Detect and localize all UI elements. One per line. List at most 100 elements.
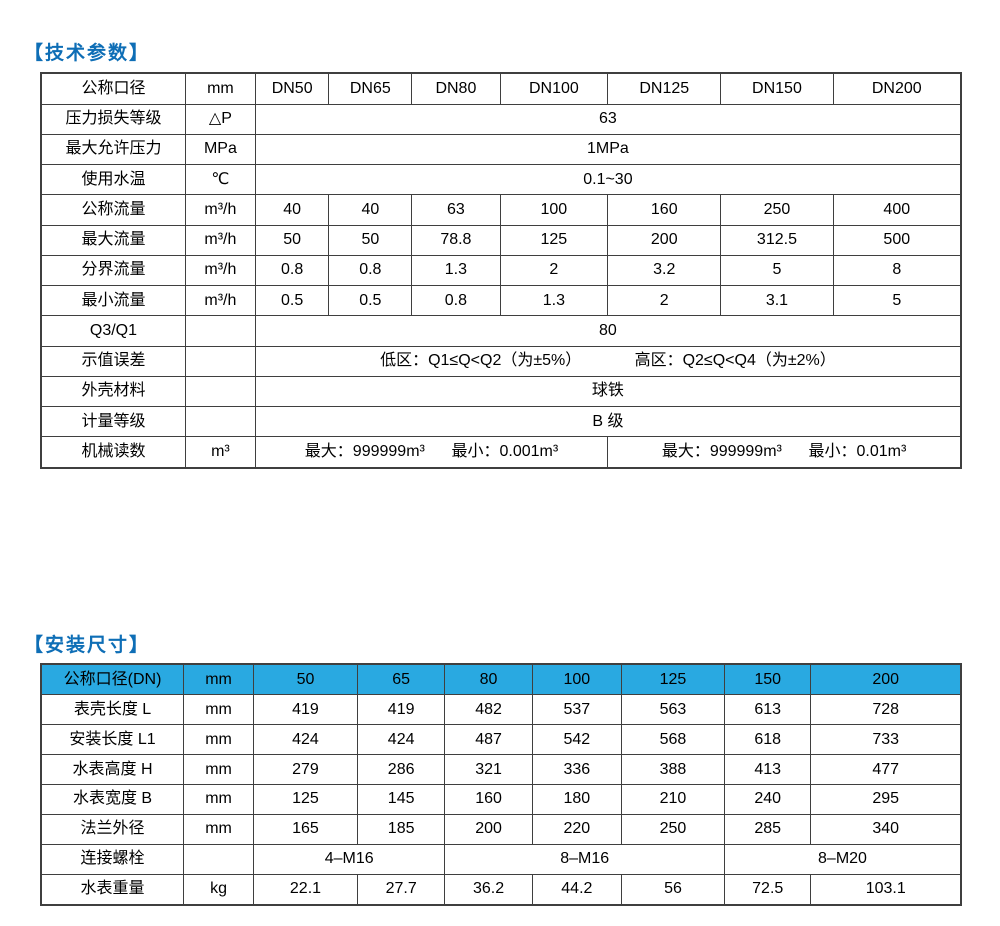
table-cell: 最大允许压力 xyxy=(40,133,186,166)
table-cell: 50 xyxy=(328,224,413,256)
table-cell: m³/h xyxy=(184,254,256,287)
table-cell: 240 xyxy=(723,783,812,815)
table-cell: 413 xyxy=(723,754,812,785)
table-cell: 477 xyxy=(810,754,962,785)
table-cell: mm xyxy=(183,783,254,815)
table-cell: 336 xyxy=(531,754,622,785)
table-cell: 165 xyxy=(253,813,358,845)
table-cell: 295 xyxy=(810,783,962,815)
table-cell: 40 xyxy=(254,194,330,226)
table-cell: 388 xyxy=(620,754,726,785)
table-cell: DN125 xyxy=(607,72,722,105)
table-cell: m³ xyxy=(184,436,256,469)
table-cell: 419 xyxy=(356,694,446,726)
table-cell: 0.8 xyxy=(328,254,413,287)
table-cell: 125 xyxy=(620,663,726,696)
table-row: 最大允许压力 MPa 1MPa xyxy=(40,133,962,166)
table-cell: 145 xyxy=(356,783,446,815)
table-cell: 65 xyxy=(356,663,446,696)
table-cell: DN80 xyxy=(411,72,501,105)
table-cell: 分界流量 xyxy=(40,254,186,287)
table-cell: 0.8 xyxy=(254,254,330,287)
table-cell: 5 xyxy=(832,285,962,317)
table-cell: 80 xyxy=(254,315,962,347)
table-cell: mm xyxy=(184,72,256,105)
table-cell: 3.1 xyxy=(720,285,834,317)
table-cell: 安装长度 L1 xyxy=(40,724,185,756)
table-cell: 537 xyxy=(531,694,622,726)
table-cell: 125 xyxy=(253,783,358,815)
table-row: 公称流量 m³/h 40 40 63 100 160 250 400 xyxy=(40,194,962,226)
table-cell: 400 xyxy=(832,194,962,226)
table-cell: 100 xyxy=(499,194,609,226)
table-cell: 160 xyxy=(607,194,722,226)
table-row: 分界流量 m³/h 0.8 0.8 1.3 2 3.2 5 8 xyxy=(40,254,962,287)
table-cell: 613 xyxy=(723,694,812,726)
table-cell xyxy=(184,345,256,377)
table-cell: 200 xyxy=(810,663,962,696)
table-cell: 0.8 xyxy=(411,285,501,317)
table-cell: 水表高度 H xyxy=(40,754,185,785)
table-cell: 160 xyxy=(444,783,533,815)
table-cell: 728 xyxy=(810,694,962,726)
table-cell: 72.5 xyxy=(723,873,812,906)
table-cell: 公称口径 xyxy=(40,72,186,105)
table-cell: ℃ xyxy=(184,164,256,196)
table-cell: 机械读数 xyxy=(40,436,186,469)
table-row: 连接螺栓 4–M16 8–M16 8–M20 xyxy=(40,843,962,875)
table-cell: 100 xyxy=(531,663,622,696)
table-cell: 2 xyxy=(499,254,609,287)
table-cell: DN50 xyxy=(254,72,330,105)
table-cell: DN100 xyxy=(499,72,609,105)
table-cell: 482 xyxy=(444,694,533,726)
table-row: 计量等级 B 级 xyxy=(40,405,962,438)
table-cell: 8 xyxy=(832,254,962,287)
table-cell: 连接螺栓 xyxy=(40,843,185,875)
table-cell: 279 xyxy=(253,754,358,785)
table-cell: 542 xyxy=(531,724,622,756)
table-cell: DN200 xyxy=(832,72,962,105)
table-cell: 最大流量 xyxy=(40,224,186,256)
tech-params-title: 【技术参数】 xyxy=(24,43,151,64)
table-cell: 8–M20 xyxy=(724,843,962,875)
table-cell: 63 xyxy=(254,103,962,135)
table-cell: kg xyxy=(183,873,254,906)
table-row: 水表重量 kg 22.1 27.7 36.2 44.2 56 72.5 103.1 xyxy=(40,873,962,906)
table-cell: 0.5 xyxy=(328,285,413,317)
table-cell: 80 xyxy=(444,663,533,696)
table-cell: 水表重量 xyxy=(40,873,185,906)
table-row: 机械读数 m³ 最大：999999m³ 最小：0.001m³ 最大：999999m³ … xyxy=(40,436,962,469)
table-cell: 外壳材料 xyxy=(40,375,186,407)
table-cell: 220 xyxy=(531,813,622,845)
table-cell: mm xyxy=(183,724,254,756)
table-cell: 200 xyxy=(444,813,533,845)
table-cell: 424 xyxy=(356,724,446,756)
table-cell: m³/h xyxy=(184,285,256,317)
table-cell xyxy=(183,843,254,875)
table-cell: 180 xyxy=(531,783,622,815)
table-cell: 36.2 xyxy=(444,873,533,906)
table-cell: 5 xyxy=(720,254,834,287)
table-cell: 使用水温 xyxy=(40,164,186,196)
table-cell: 733 xyxy=(810,724,962,756)
table-cell: 示值误差 xyxy=(40,345,186,377)
table-cell: 285 xyxy=(723,813,812,845)
table-cell: 103.1 xyxy=(810,873,962,906)
table-row: 压力损失等级 △P 63 xyxy=(40,103,962,135)
table-cell: 公称口径(DN) xyxy=(40,663,185,696)
table-cell: 340 xyxy=(810,813,962,845)
table-cell: 250 xyxy=(720,194,834,226)
table-cell: mm xyxy=(183,754,254,785)
table-cell: 公称流量 xyxy=(40,194,186,226)
table-header-row: 公称口径(DN) mm 50 65 80 100 125 150 200 xyxy=(40,663,962,696)
table-cell: m³/h xyxy=(184,194,256,226)
table-row: Q3/Q1 80 xyxy=(40,315,962,347)
table-cell: 水表宽度 B xyxy=(40,783,185,815)
table-cell: B 级 xyxy=(254,405,962,438)
table-cell: 低区：Q1≤Q<Q2（为±5%） 高区：Q2≤Q<Q4（为±2%） xyxy=(254,345,962,377)
table-row: 外壳材料 球铁 xyxy=(40,375,962,407)
table-cell: 500 xyxy=(832,224,962,256)
